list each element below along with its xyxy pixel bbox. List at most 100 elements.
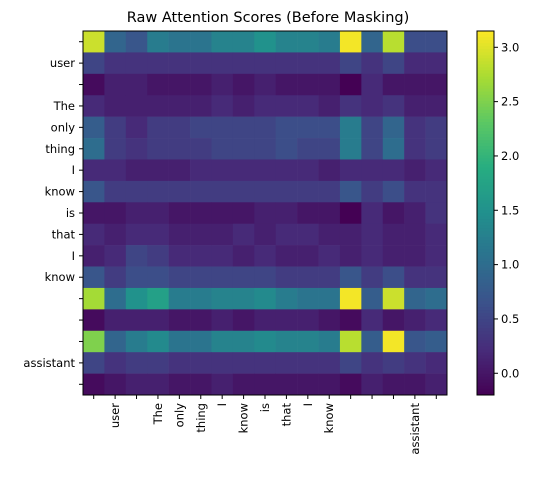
heatmap-cell <box>254 309 276 332</box>
heatmap-cell <box>318 287 341 310</box>
y-tick-label: is <box>66 206 75 220</box>
x-tick-label: The <box>151 403 165 425</box>
heatmap-cell <box>425 352 448 374</box>
heatmap-cell <box>190 95 212 117</box>
heatmap-cell <box>125 352 148 374</box>
colorbar-band <box>477 203 494 208</box>
heatmap-cell <box>382 266 405 289</box>
heatmap-cell <box>297 287 319 310</box>
heatmap-cell <box>104 330 127 353</box>
heatmap-cell <box>211 330 234 353</box>
heatmap-cell <box>232 138 255 160</box>
colorbar-band <box>477 82 494 87</box>
heatmap-cell <box>254 202 276 224</box>
heatmap-cell <box>297 73 319 96</box>
colorbar-band <box>477 170 494 175</box>
heatmap-cell <box>425 223 448 246</box>
heatmap-cell <box>190 309 212 332</box>
heatmap-cell <box>232 287 255 310</box>
heatmap-cell <box>404 373 426 396</box>
heatmap-cell <box>83 287 105 310</box>
colorbar-band <box>477 297 494 302</box>
heatmap-cell <box>83 245 105 267</box>
heatmap-cells <box>82 30 448 396</box>
colorbar-band <box>477 231 494 235</box>
x-tick-label: only <box>172 403 186 428</box>
heatmap-cell <box>404 116 426 139</box>
heatmap-cell <box>168 202 191 224</box>
colorbar-band <box>477 316 494 320</box>
heatmap-cell <box>83 352 105 374</box>
heatmap-cell <box>147 223 169 246</box>
heatmap-cell <box>190 245 212 267</box>
y-tick-label: only <box>51 120 76 134</box>
heatmap-cell <box>168 287 191 310</box>
colorbar-band <box>477 103 494 108</box>
colorbar-band <box>477 188 494 193</box>
heatmap-cell <box>425 73 448 96</box>
heatmap-cell <box>83 159 105 182</box>
colorbar-band <box>477 61 494 65</box>
heatmap-cell <box>190 180 212 203</box>
heatmap-cell <box>232 245 255 267</box>
heatmap-cell <box>147 31 169 53</box>
heatmap-cell <box>232 202 255 224</box>
colorbar-band <box>477 109 494 114</box>
heatmap-cell <box>168 180 191 203</box>
heatmap-cell <box>254 287 276 310</box>
colorbar-band <box>477 364 494 369</box>
colorbar-tick-label: 1.0 <box>501 258 519 272</box>
colorbar-band <box>477 216 494 220</box>
heatmap-cell <box>190 202 212 224</box>
heatmap-cell <box>232 180 255 203</box>
heatmap-cell <box>254 138 276 160</box>
heatmap-cell <box>318 95 341 117</box>
heatmap-cell <box>147 287 169 310</box>
x-tick-label: know <box>237 403 251 433</box>
colorbar-band <box>477 285 494 290</box>
heatmap-cell <box>361 31 384 53</box>
heatmap-cell <box>211 116 234 139</box>
heatmap-cell <box>318 309 341 332</box>
colorbar-band <box>477 282 494 287</box>
heatmap-cell <box>211 309 234 332</box>
heatmap-cell <box>168 309 191 332</box>
colorbar-band <box>477 234 494 238</box>
colorbar: 3.0 2.5 2.0 1.5 1.0 0.5 0.0 <box>476 30 519 396</box>
heatmap-cell <box>147 159 169 182</box>
colorbar-band <box>477 243 494 247</box>
heatmap-cell <box>425 95 448 117</box>
y-tick-label: that <box>52 227 76 241</box>
heatmap-cell <box>318 330 341 353</box>
heatmap-cell <box>254 373 276 396</box>
heatmap-cell <box>211 138 234 160</box>
heatmap-cell <box>211 159 234 182</box>
heatmap-cell <box>211 202 234 224</box>
x-tick-label: is <box>258 403 272 412</box>
heatmap-cell <box>404 287 426 310</box>
colorbar-band <box>477 85 494 90</box>
heatmap-cell <box>339 266 362 289</box>
colorbar-band <box>477 55 494 59</box>
colorbar-band <box>477 179 494 184</box>
heatmap-cell <box>339 287 362 310</box>
heatmap-cell <box>297 31 319 53</box>
heatmap-cell <box>275 52 298 75</box>
heatmap-cell <box>297 180 319 203</box>
heatmap-cell <box>232 73 255 96</box>
heatmap-cell <box>104 373 127 396</box>
heatmap-cell <box>168 95 191 117</box>
heatmap-cell <box>125 73 148 96</box>
heatmap-cell <box>232 309 255 332</box>
heatmap-cell <box>382 31 405 53</box>
colorbar-band <box>477 146 494 150</box>
heatmap-cell <box>404 223 426 246</box>
colorbar-band <box>477 225 494 229</box>
heatmap-cell <box>125 31 148 53</box>
heatmap-cell <box>125 180 148 203</box>
colorbar-band <box>477 140 494 144</box>
heatmap-cell <box>361 287 384 310</box>
heatmap-cell <box>425 245 448 267</box>
